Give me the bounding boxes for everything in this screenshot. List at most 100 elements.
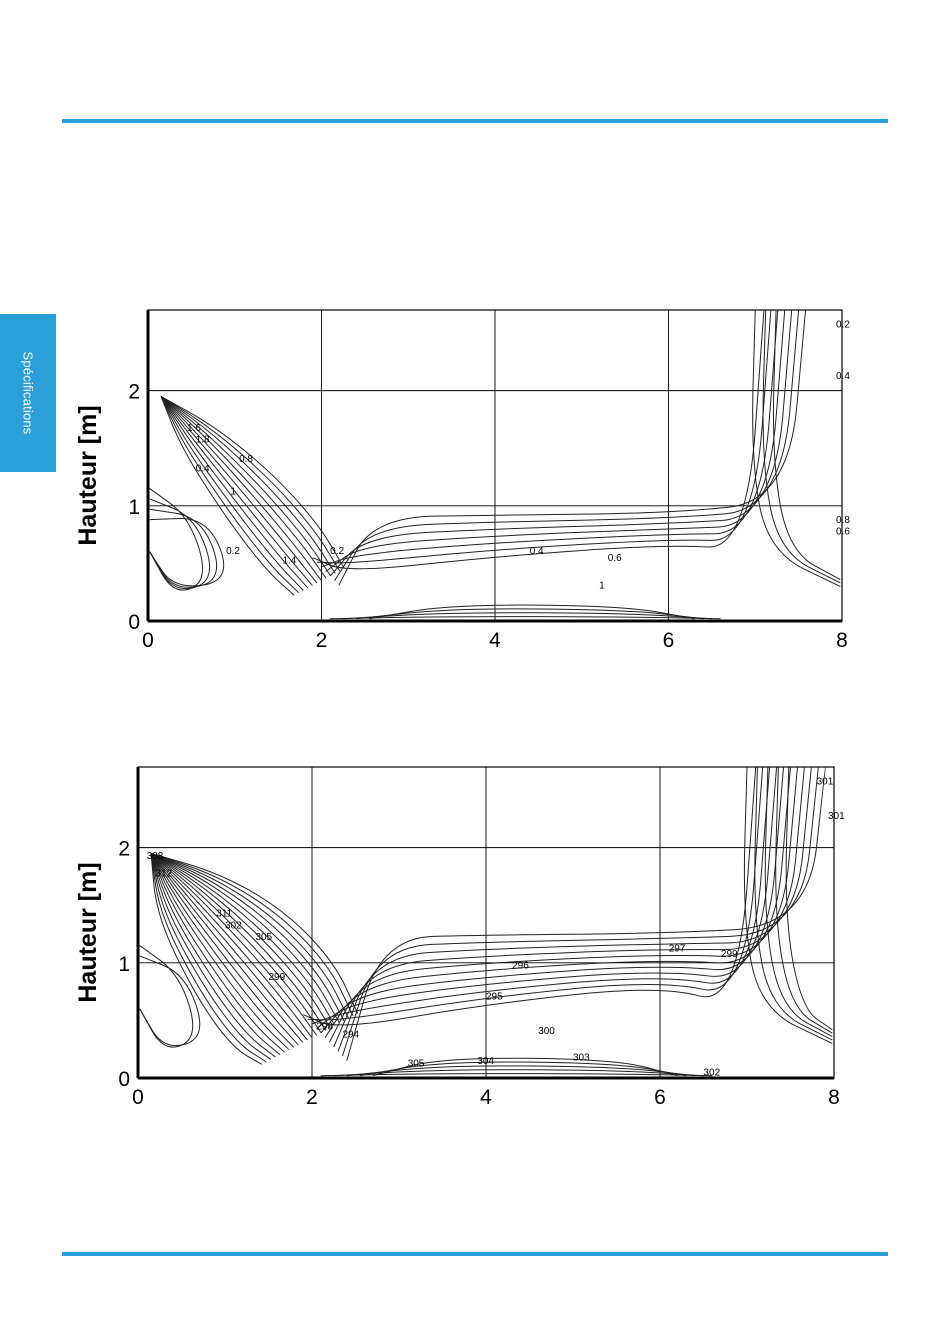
contour-line [149, 517, 225, 587]
contour-label: 0.4 [836, 371, 850, 382]
contour-line [303, 766, 757, 1026]
contour-line [150, 853, 299, 1046]
contour-line [150, 853, 285, 1053]
contour-line [772, 309, 841, 580]
x-tick-label: 0 [142, 629, 154, 652]
contour-line [316, 766, 778, 1029]
contour-line [330, 616, 721, 620]
contour-line [150, 852, 327, 1031]
x-tick-label: 2 [306, 1086, 318, 1109]
contour-line [139, 945, 194, 1048]
contour-line [150, 852, 331, 1029]
contour-line [150, 852, 349, 1019]
contour-line [139, 955, 201, 1047]
contour-label: 311 [216, 909, 232, 920]
contour-line [150, 853, 295, 1048]
contour-line [150, 852, 340, 1024]
contour-line [160, 396, 300, 594]
contour-line [325, 309, 786, 572]
contour-line [333, 766, 805, 1048]
velocity-contour-figure: 1.6 1.8 0.8 0.4 0.2 1 1.4 0.2 0.4 0.6 1 0.8 0.6 0.4 0.… [60, 300, 860, 660]
contour-line [160, 396, 322, 581]
contour-label: 300 [538, 1026, 555, 1037]
contour-line [150, 852, 345, 1022]
contour-line [150, 853, 290, 1051]
contour-label: 0.2 [330, 546, 344, 557]
contour-line [160, 396, 304, 591]
contour-label: 304 [477, 1056, 494, 1067]
y-tick-label: 2 [118, 838, 130, 861]
y-axis-label: Hauteur [m] [74, 405, 102, 545]
contour-line [307, 766, 764, 1021]
contour-line [150, 852, 322, 1034]
contour-line [150, 853, 281, 1056]
contour-line [150, 853, 276, 1058]
x-tick-label: 4 [489, 629, 501, 652]
contour-line [150, 852, 354, 1017]
sidebar-tab-label: Spécifications [20, 351, 36, 435]
contour-line [372, 1057, 678, 1077]
contour-line [160, 396, 309, 589]
contour-label: 301 [828, 811, 845, 822]
contour-label: 296 [512, 961, 529, 972]
contour-label: 294 [342, 1030, 359, 1041]
y-tick-label: 1 [128, 496, 140, 519]
contour-line [762, 309, 841, 584]
contour-line [369, 604, 695, 620]
contour-label: 312 [155, 868, 172, 879]
velocity-contour-plot: 1.61.80.80.40.211.40.2 0.40.610.80.60.40.… [74, 309, 850, 652]
y-axis-label: Hauteur [m] [74, 862, 102, 1002]
y-tick-label: 2 [128, 381, 140, 404]
contour-line [150, 853, 267, 1063]
contour-line [752, 309, 841, 587]
temperature-contour-plot: 3083123113023052992982942962952972993013… [74, 766, 845, 1109]
contour-label: 295 [486, 992, 503, 1003]
x-tick-label: 0 [132, 1086, 144, 1109]
y-tick-label: 1 [118, 953, 130, 976]
contour-label: 299 [269, 972, 286, 983]
contour-line [785, 766, 833, 1031]
contour-label: 0.6 [608, 553, 622, 564]
contour-line [160, 395, 345, 569]
contour-line [149, 488, 204, 591]
contour-label: 298 [316, 1022, 333, 1033]
contour-line [337, 766, 812, 1052]
contour-label: 1.8 [196, 434, 210, 445]
contour-line [150, 853, 272, 1060]
bottom-rule [62, 1252, 888, 1256]
contour-line [324, 766, 791, 1038]
contour-line [150, 853, 317, 1036]
contour-line [160, 395, 336, 574]
contour-label: 305 [408, 1058, 425, 1069]
contour-line [346, 766, 826, 1061]
contour-label: 0.2 [836, 319, 850, 330]
contour-label: 301 [817, 776, 834, 787]
contour-label: 0.6 [836, 527, 850, 538]
temperature-contour-figure: 308 312 311 302 305 299 298 294 296 295 297 299 301 3… [60, 757, 860, 1117]
x-tick-label: 8 [828, 1086, 840, 1109]
contour-line [775, 766, 833, 1034]
contour-line [320, 766, 785, 1034]
contour-line [317, 309, 772, 564]
contour-line [312, 309, 765, 570]
contour-line [764, 766, 833, 1037]
x-tick-label: 2 [316, 629, 328, 652]
contour-label: 0.2 [226, 546, 240, 557]
contour-line [150, 853, 304, 1043]
contour-line [160, 395, 341, 572]
x-tick-label: 4 [480, 1086, 492, 1109]
contour-label: 308 [147, 851, 164, 862]
contour-line [334, 309, 800, 581]
x-tick-label: 6 [663, 629, 675, 652]
contour-label: 1.6 [187, 423, 201, 434]
contour-line [150, 853, 308, 1041]
contour-label: 303 [573, 1053, 590, 1064]
contour-label: 302 [225, 920, 242, 931]
x-tick-label: 6 [654, 1086, 666, 1109]
sidebar-tab-specifications[interactable]: Spécifications [0, 314, 56, 472]
contour-label: 302 [704, 1068, 721, 1079]
contour-line [329, 309, 793, 577]
contour-line [160, 395, 332, 577]
contour-label: 1.4 [282, 555, 296, 566]
contour-label: 0.8 [836, 515, 850, 526]
